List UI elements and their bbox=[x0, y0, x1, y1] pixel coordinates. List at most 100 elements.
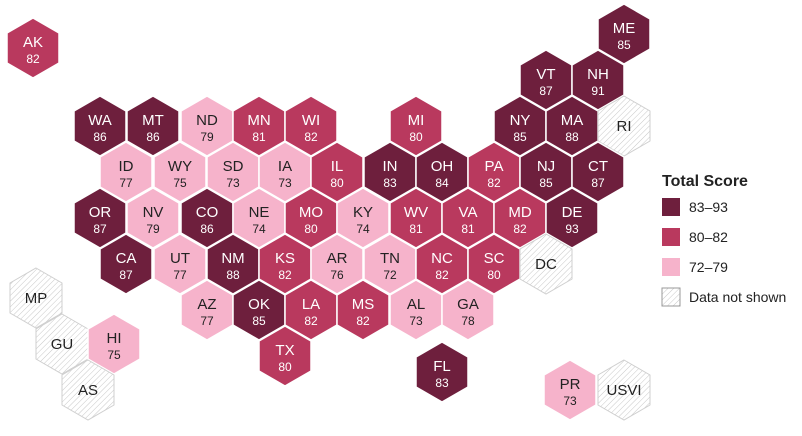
hex-shape bbox=[6, 17, 60, 79]
hex-abbr: MT bbox=[142, 112, 164, 129]
hex-shape bbox=[441, 279, 495, 341]
hex-abbr: RI bbox=[617, 118, 632, 135]
hex-shape bbox=[336, 279, 390, 341]
hex-shape bbox=[597, 3, 651, 65]
hex-value: 82 bbox=[304, 314, 318, 328]
hex-abbr: OK bbox=[248, 296, 270, 313]
hex-shape bbox=[99, 141, 153, 203]
legend-swatch bbox=[662, 258, 680, 276]
hex-value: 86 bbox=[200, 222, 214, 236]
hex-abbr: AK bbox=[23, 34, 43, 51]
hex-shape bbox=[73, 95, 127, 157]
hex-value: 85 bbox=[513, 130, 527, 144]
legend-label: Data not shown bbox=[689, 289, 786, 305]
hex-value: 80 bbox=[278, 360, 292, 374]
hex-abbr: ND bbox=[196, 112, 218, 129]
hex-value: 80 bbox=[487, 268, 501, 282]
hex-abbr: PA bbox=[485, 158, 504, 175]
hex-value: 73 bbox=[409, 314, 423, 328]
hex-abbr: MI bbox=[408, 112, 425, 129]
hex-abbr: AR bbox=[327, 250, 348, 267]
hex-shape bbox=[310, 141, 364, 203]
hex-value: 82 bbox=[513, 222, 527, 236]
hex-value: 82 bbox=[26, 52, 40, 66]
hex-abbr: MP bbox=[25, 290, 48, 307]
hex-abbr: GU bbox=[51, 336, 74, 353]
hex-dc[interactable]: DC bbox=[519, 233, 573, 295]
hex-shape bbox=[336, 187, 390, 249]
hex-abbr: WV bbox=[404, 204, 428, 221]
hex-value: 88 bbox=[226, 268, 240, 282]
hex-abbr: SC bbox=[484, 250, 505, 267]
legend-label: 72–79 bbox=[689, 259, 728, 275]
hex-value: 82 bbox=[435, 268, 449, 282]
legend-title: Total Score bbox=[662, 173, 748, 190]
hex-abbr: USVI bbox=[606, 382, 641, 399]
hex-value: 77 bbox=[200, 314, 214, 328]
hex-value: 77 bbox=[173, 268, 187, 282]
hex-abbr: NJ bbox=[537, 158, 555, 175]
hex-value: 78 bbox=[461, 314, 475, 328]
hex-value: 84 bbox=[435, 176, 449, 190]
legend-item: Data not shown bbox=[661, 287, 786, 307]
hex-value: 80 bbox=[304, 222, 318, 236]
hex-value: 77 bbox=[119, 176, 133, 190]
hex-usvi[interactable]: USVI bbox=[597, 359, 651, 421]
hex-value: 88 bbox=[565, 130, 579, 144]
legend-label: 83–93 bbox=[689, 199, 728, 215]
hex-value: 75 bbox=[107, 348, 121, 362]
hex-abbr: KY bbox=[353, 204, 373, 221]
hex-ri[interactable]: RI bbox=[597, 95, 651, 157]
hex-as[interactable]: AS bbox=[61, 359, 115, 421]
hex-abbr: NM bbox=[221, 250, 244, 267]
hex-abbr: CA bbox=[116, 250, 137, 267]
hex-mp[interactable]: MP bbox=[9, 267, 63, 329]
